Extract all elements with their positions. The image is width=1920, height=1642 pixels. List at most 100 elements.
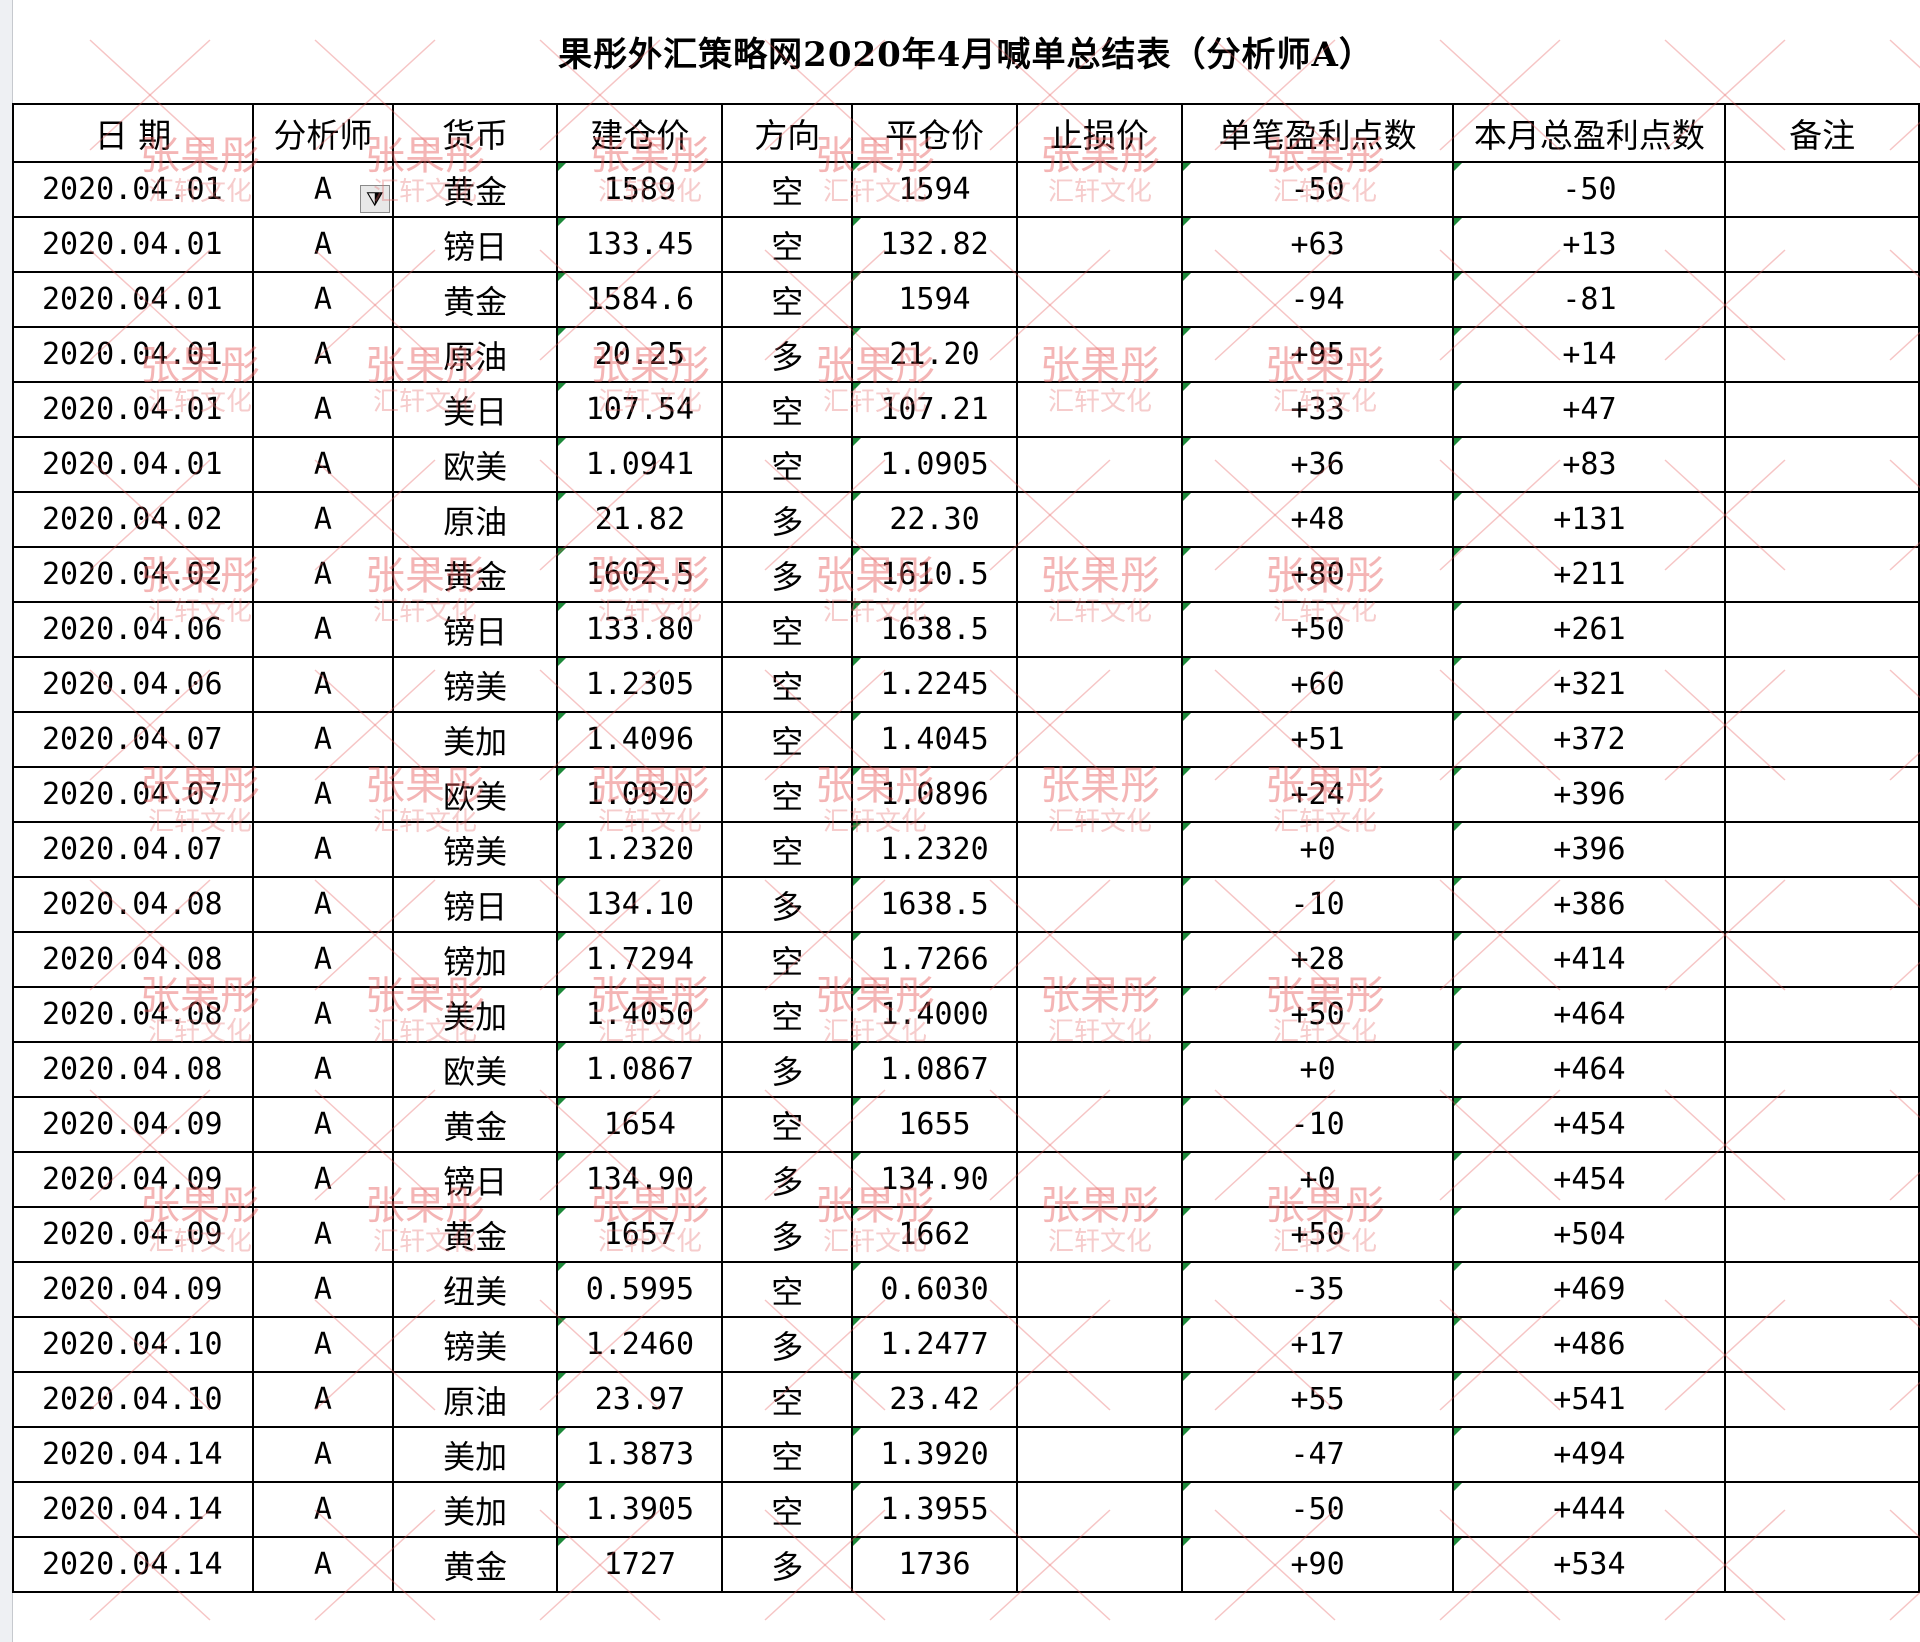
cell-date[interactable]: 2020.04.01 (12, 271, 254, 328)
cell-notes[interactable] (1724, 656, 1920, 713)
cell-stop-loss[interactable] (1015, 766, 1183, 823)
cell-date[interactable]: 2020.04.14 (12, 1426, 254, 1483)
cell-date[interactable]: 2020.04.07 (12, 766, 254, 823)
cell-stop-loss[interactable] (1015, 876, 1183, 933)
cell-open-price[interactable]: 1654 (556, 1096, 724, 1153)
cell-single-profit[interactable]: +55 (1180, 1371, 1455, 1428)
cell-single-profit[interactable]: +28 (1180, 931, 1455, 988)
cell-close-price[interactable]: 1.2245 (851, 656, 1018, 713)
cell-single-profit[interactable]: +50 (1180, 1206, 1455, 1263)
cell-analyst[interactable]: A (251, 326, 394, 383)
cell-stop-loss[interactable] (1015, 491, 1183, 548)
cell-open-price[interactable]: 1.0920 (556, 766, 724, 823)
cell-single-profit[interactable]: +48 (1180, 491, 1455, 548)
cell-date[interactable]: 2020.04.01 (12, 326, 254, 383)
cell-close-price[interactable]: 132.82 (851, 216, 1018, 273)
cell-month-total[interactable]: +211 (1452, 546, 1727, 603)
cell-direction[interactable]: 多 (721, 1536, 854, 1593)
cell-analyst[interactable]: A (251, 656, 394, 713)
cell-notes[interactable] (1724, 766, 1920, 823)
cell-single-profit[interactable]: +80 (1180, 546, 1455, 603)
cell-analyst[interactable]: A (251, 1426, 394, 1483)
cell-analyst[interactable]: A ⧩ (251, 161, 394, 218)
filter-icon[interactable]: ⧩ (359, 185, 390, 213)
cell-open-price[interactable]: 1.4096 (556, 711, 724, 768)
cell-close-price[interactable]: 1610.5 (851, 546, 1018, 603)
cell-close-price[interactable]: 1.3955 (851, 1481, 1018, 1538)
cell-open-price[interactable]: 20.25 (556, 326, 724, 383)
cell-single-profit[interactable]: +0 (1180, 821, 1455, 878)
cell-month-total[interactable]: +454 (1452, 1151, 1727, 1208)
cell-currency[interactable]: 原油 (391, 491, 559, 548)
cell-direction[interactable]: 空 (721, 161, 854, 218)
cell-date[interactable]: 2020.04.08 (12, 986, 254, 1043)
cell-close-price[interactable]: 0.6030 (851, 1261, 1018, 1318)
cell-stop-loss[interactable] (1015, 216, 1183, 273)
cell-date[interactable]: 2020.04.10 (12, 1316, 254, 1373)
cell-close-price[interactable]: 22.30 (851, 491, 1018, 548)
cell-notes[interactable] (1724, 1096, 1920, 1153)
cell-open-price[interactable]: 1657 (556, 1206, 724, 1263)
header-notes[interactable]: 备注 (1724, 103, 1920, 163)
cell-date[interactable]: 2020.04.14 (12, 1536, 254, 1593)
cell-direction[interactable]: 空 (721, 711, 854, 768)
cell-stop-loss[interactable] (1015, 326, 1183, 383)
cell-direction[interactable]: 多 (721, 491, 854, 548)
cell-close-price[interactable]: 1.3920 (851, 1426, 1018, 1483)
cell-stop-loss[interactable] (1015, 1316, 1183, 1373)
cell-currency[interactable]: 原油 (391, 1371, 559, 1428)
cell-currency[interactable]: 镑日 (391, 601, 559, 658)
cell-month-total[interactable]: +131 (1452, 491, 1727, 548)
cell-notes[interactable] (1724, 1151, 1920, 1208)
cell-analyst[interactable]: A (251, 1261, 394, 1318)
cell-open-price[interactable]: 133.45 (556, 216, 724, 273)
cell-currency[interactable]: 原油 (391, 326, 559, 383)
cell-currency[interactable]: 黄金 (391, 1536, 559, 1593)
cell-close-price[interactable]: 1.7266 (851, 931, 1018, 988)
cell-close-price[interactable]: 1594 (851, 161, 1018, 218)
cell-currency[interactable]: 镑加 (391, 931, 559, 988)
cell-open-price[interactable]: 23.97 (556, 1371, 724, 1428)
cell-analyst[interactable]: A (251, 546, 394, 603)
cell-month-total[interactable]: +14 (1452, 326, 1727, 383)
cell-single-profit[interactable]: -94 (1180, 271, 1455, 328)
cell-close-price[interactable]: 1.2320 (851, 821, 1018, 878)
cell-close-price[interactable]: 1.0896 (851, 766, 1018, 823)
cell-direction[interactable]: 多 (721, 1151, 854, 1208)
cell-notes[interactable] (1724, 986, 1920, 1043)
cell-notes[interactable] (1724, 1371, 1920, 1428)
cell-month-total[interactable]: +83 (1452, 436, 1727, 493)
cell-close-price[interactable]: 1638.5 (851, 876, 1018, 933)
cell-currency[interactable]: 黄金 (391, 271, 559, 328)
cell-notes[interactable] (1724, 1206, 1920, 1263)
cell-close-price[interactable]: 23.42 (851, 1371, 1018, 1428)
cell-date[interactable]: 2020.04.01 (12, 436, 254, 493)
header-direction[interactable]: 方向 (721, 103, 854, 163)
cell-date[interactable]: 2020.04.06 (12, 656, 254, 713)
cell-notes[interactable] (1724, 216, 1920, 273)
cell-notes[interactable] (1724, 271, 1920, 328)
cell-date[interactable]: 2020.04.01 (12, 216, 254, 273)
cell-open-price[interactable]: 1602.5 (556, 546, 724, 603)
cell-month-total[interactable]: +494 (1452, 1426, 1727, 1483)
cell-analyst[interactable]: A (251, 876, 394, 933)
cell-month-total[interactable]: +396 (1452, 821, 1727, 878)
header-single-profit[interactable]: 单笔盈利点数 (1180, 103, 1455, 163)
cell-notes[interactable] (1724, 1481, 1920, 1538)
cell-stop-loss[interactable] (1015, 1426, 1183, 1483)
cell-currency[interactable]: 镑日 (391, 876, 559, 933)
cell-direction[interactable]: 多 (721, 546, 854, 603)
cell-currency[interactable]: 黄金 (391, 546, 559, 603)
header-analyst[interactable]: 分析师 (251, 103, 394, 163)
cell-open-price[interactable]: 1.2460 (556, 1316, 724, 1373)
cell-notes[interactable] (1724, 491, 1920, 548)
cell-stop-loss[interactable] (1015, 1481, 1183, 1538)
cell-stop-loss[interactable] (1015, 601, 1183, 658)
cell-notes[interactable] (1724, 546, 1920, 603)
cell-notes[interactable] (1724, 161, 1920, 218)
cell-analyst[interactable]: A (251, 1536, 394, 1593)
header-month-total[interactable]: 本月总盈利点数 (1452, 103, 1727, 163)
cell-analyst[interactable]: A (251, 1316, 394, 1373)
cell-analyst[interactable]: A (251, 271, 394, 328)
cell-single-profit[interactable]: +0 (1180, 1041, 1455, 1098)
